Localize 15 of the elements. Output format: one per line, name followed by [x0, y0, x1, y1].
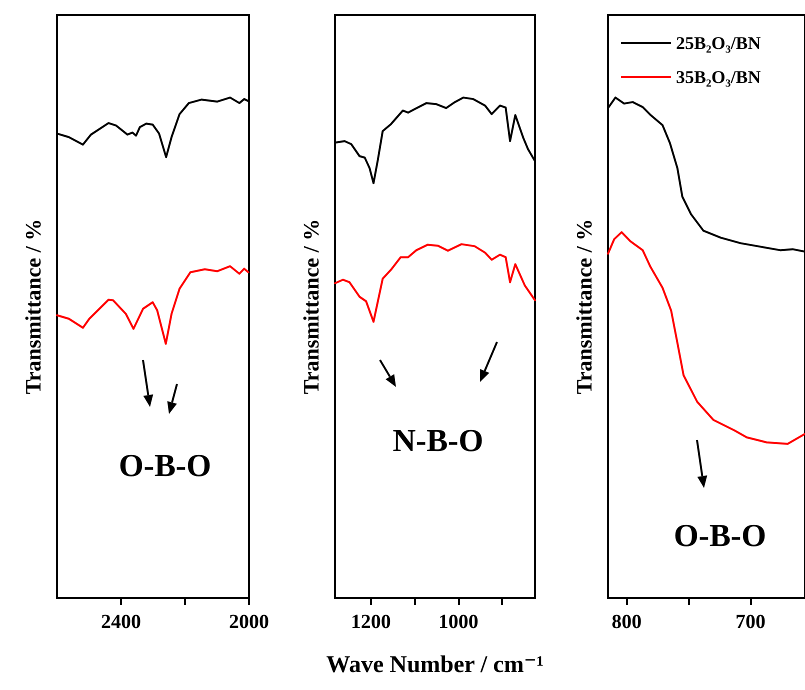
legend-label: 35B₂O₃/BN [676, 67, 761, 87]
annotation: O-B-O [674, 517, 766, 553]
x-tick-label: 1200 [350, 611, 391, 633]
legend-label: 25B₂O₃/BN [676, 33, 761, 53]
x-tick-label: 2400 [101, 611, 141, 633]
annotation: O-B-O [118, 447, 212, 483]
y-axis-title: Transmittance / % [298, 218, 324, 394]
x-tick-label: 700 [735, 611, 766, 633]
x-tick-label: 1000 [438, 611, 478, 633]
annotation: N-B-O [392, 422, 484, 458]
x-axis-title: Wave Number / cm⁻¹ [326, 652, 544, 678]
y-axis-title: Transmittance / % [572, 218, 596, 394]
y-axis-title: Transmittance / % [20, 218, 46, 394]
x-tick-label: 800 [612, 611, 642, 633]
x-tick-label: 2000 [229, 611, 269, 633]
